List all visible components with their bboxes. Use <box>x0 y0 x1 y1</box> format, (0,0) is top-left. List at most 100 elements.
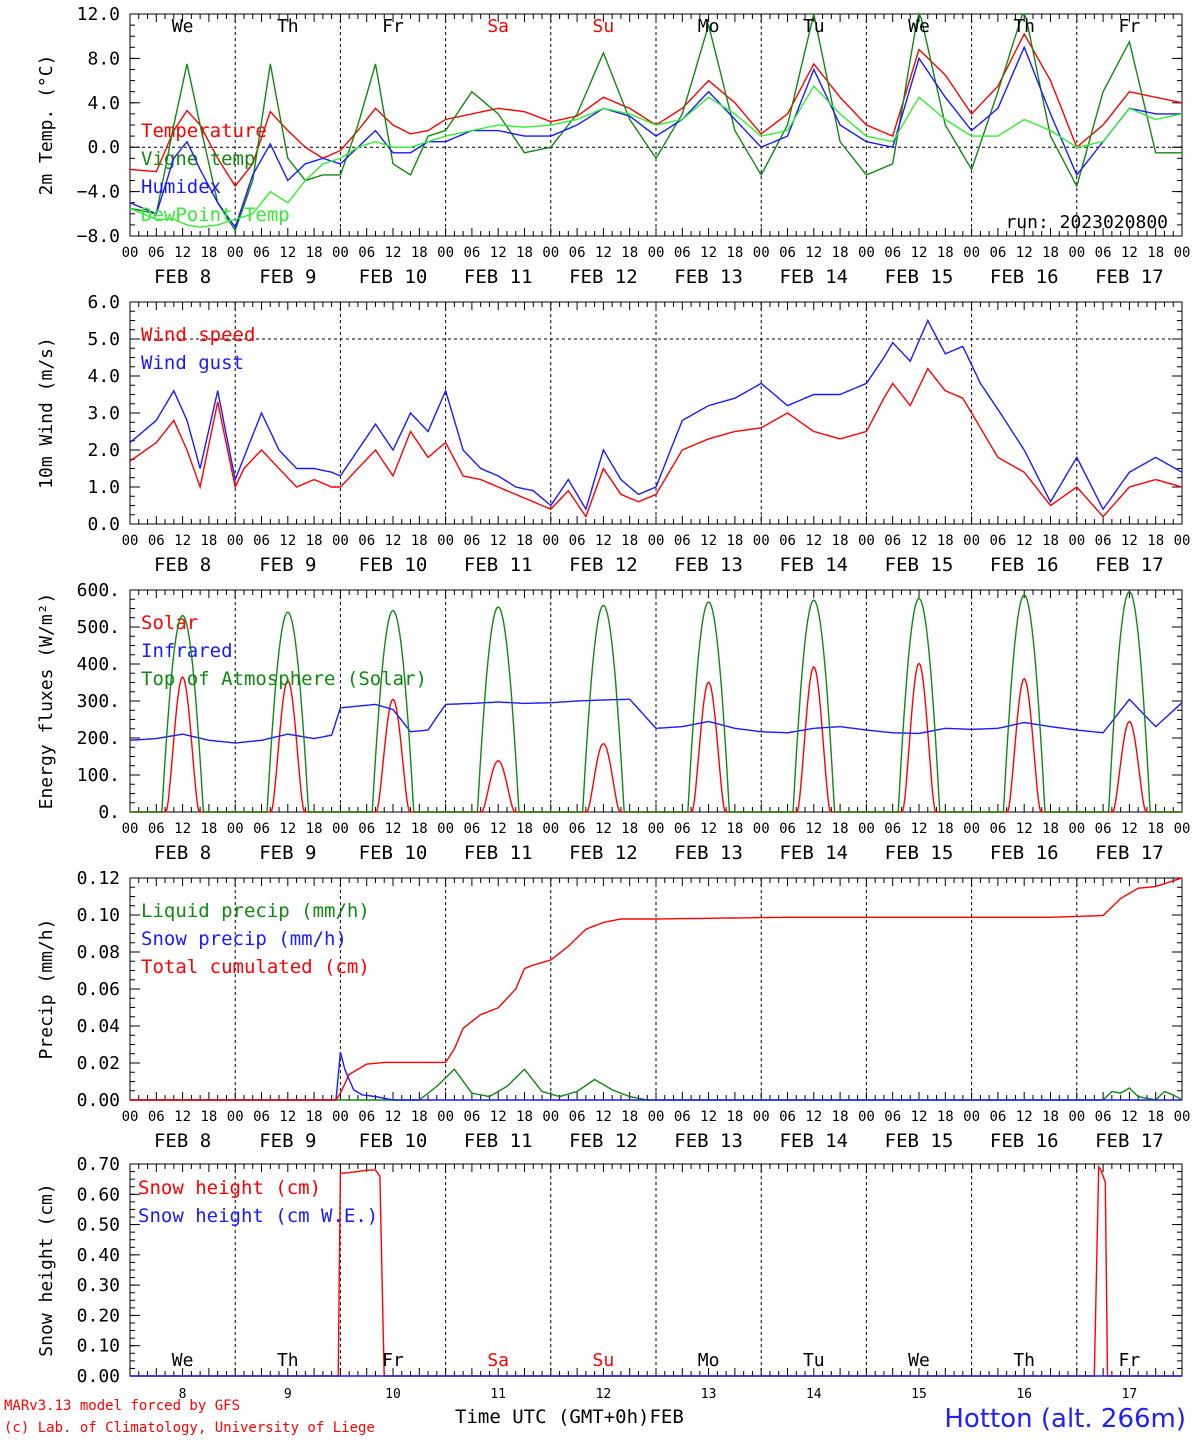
hour-label: 12 <box>174 245 191 261</box>
weekday-label: Fr <box>382 1350 404 1371</box>
y-axis-label: 10m Wind (m/s) <box>36 337 57 489</box>
day-number: 17 <box>1122 1387 1138 1402</box>
hour-label: 18 <box>516 1109 533 1125</box>
hour-label: 00 <box>332 1109 349 1125</box>
date-label: FEB 11 <box>464 554 533 576</box>
hour-label: 00 <box>542 245 559 261</box>
y-tick-label: 0.02 <box>77 1053 120 1074</box>
hour-label: 12 <box>174 1109 191 1125</box>
hour-label: 18 <box>937 245 954 261</box>
hour-label: 06 <box>884 245 901 261</box>
hour-label: 18 <box>1042 1109 1059 1125</box>
date-label: FEB 13 <box>674 1130 743 1152</box>
hour-label: 06 <box>779 821 796 837</box>
weekday-label: Su <box>593 1350 615 1371</box>
date-label: FEB 17 <box>1095 842 1164 864</box>
date-label: FEB 12 <box>569 554 638 576</box>
hour-label: 06 <box>569 1109 586 1125</box>
hour-label: 06 <box>569 245 586 261</box>
hour-label: 06 <box>253 1109 270 1125</box>
hour-label: 12 <box>279 533 296 549</box>
hour-label: 12 <box>174 821 191 837</box>
date-label: FEB 8 <box>154 1130 211 1152</box>
hour-label: 06 <box>884 533 901 549</box>
hour-label: 18 <box>411 1109 428 1125</box>
date-label: FEB 12 <box>569 266 638 288</box>
legend-entry: Liquid precip (mm/h) <box>141 900 370 922</box>
date-label: FEB 14 <box>779 1130 848 1152</box>
y-tick-label: 4.0 <box>87 366 120 387</box>
hour-label: 12 <box>279 245 296 261</box>
legend-entry: Solar <box>141 612 198 634</box>
date-label: FEB 8 <box>154 266 211 288</box>
weekday-label: Mo <box>698 1350 720 1371</box>
y-tick-label: 0. <box>98 802 120 823</box>
hour-label: 18 <box>1147 1109 1164 1125</box>
hour-label: 06 <box>358 245 375 261</box>
hour-label: 00 <box>122 1109 139 1125</box>
weekday-label: Fr <box>1119 1350 1141 1371</box>
y-tick-label: 5.0 <box>87 329 120 350</box>
hour-label: 00 <box>1068 821 1085 837</box>
date-label: FEB 14 <box>779 842 848 864</box>
hour-label: 00 <box>1174 245 1191 261</box>
date-label: FEB 15 <box>885 266 954 288</box>
date-label: FEB 16 <box>990 842 1059 864</box>
hour-label: 18 <box>726 245 743 261</box>
hour-label: 12 <box>490 533 507 549</box>
y-tick-label: 0.00 <box>77 1366 120 1387</box>
hour-label: 12 <box>1016 821 1033 837</box>
hour-label: 00 <box>858 533 875 549</box>
hour-label: 06 <box>253 821 270 837</box>
weekday-label: Mo <box>698 16 720 37</box>
hour-label: 12 <box>385 533 402 549</box>
hour-label: 18 <box>1147 245 1164 261</box>
day-number: 9 <box>284 1387 292 1402</box>
y-tick-label: 12.0 <box>77 4 120 25</box>
y-tick-label: −8.0 <box>77 226 120 247</box>
hour-label: 06 <box>253 245 270 261</box>
y-tick-label: 400. <box>77 654 120 675</box>
hour-label: 00 <box>753 1109 770 1125</box>
hour-label: 06 <box>989 533 1006 549</box>
hour-label: 18 <box>937 533 954 549</box>
series-line-wind-gust <box>129 318 1183 511</box>
hour-label: 12 <box>595 821 612 837</box>
legend-entry: Snow height (cm) <box>138 1177 321 1199</box>
y-tick-label: 0.50 <box>77 1215 120 1236</box>
hour-label: 06 <box>884 1109 901 1125</box>
date-label: FEB 11 <box>464 1130 533 1152</box>
date-label: FEB 14 <box>779 554 848 576</box>
hour-label: 12 <box>1016 1109 1033 1125</box>
legend-entry: Total cumulated (cm) <box>141 956 370 978</box>
hour-label: 06 <box>358 1109 375 1125</box>
hour-label: 06 <box>674 1109 691 1125</box>
hour-label: 12 <box>700 1109 717 1125</box>
hour-label: 18 <box>200 533 217 549</box>
hour-label: 18 <box>306 245 323 261</box>
hour-label: 12 <box>911 245 928 261</box>
weekday-label: Th <box>1013 16 1035 37</box>
hour-label: 06 <box>989 245 1006 261</box>
y-tick-label: 0.00 <box>77 1090 120 1111</box>
y-tick-label: 2.0 <box>87 440 120 461</box>
day-number: 13 <box>701 1387 717 1402</box>
series-line-dewpoint-temp <box>129 85 1183 228</box>
credit-line-1: MARv3.13 model forced by GFS <box>4 1398 241 1414</box>
hour-label: 00 <box>858 1109 875 1125</box>
hour-label: 00 <box>437 821 454 837</box>
y-tick-label: 500. <box>77 617 120 638</box>
legend-entry: Temperature <box>141 120 267 142</box>
day-number: 8 <box>179 1387 187 1402</box>
hour-label: 00 <box>122 533 139 549</box>
hour-label: 12 <box>490 1109 507 1125</box>
hour-label: 12 <box>490 821 507 837</box>
y-tick-label: 0.20 <box>77 1305 120 1326</box>
date-label: FEB 9 <box>259 1130 316 1152</box>
hour-label: 00 <box>1068 245 1085 261</box>
y-tick-label: 0.04 <box>77 1016 120 1037</box>
hour-label: 00 <box>753 533 770 549</box>
hour-label: 18 <box>1042 533 1059 549</box>
hour-label: 00 <box>542 1109 559 1125</box>
